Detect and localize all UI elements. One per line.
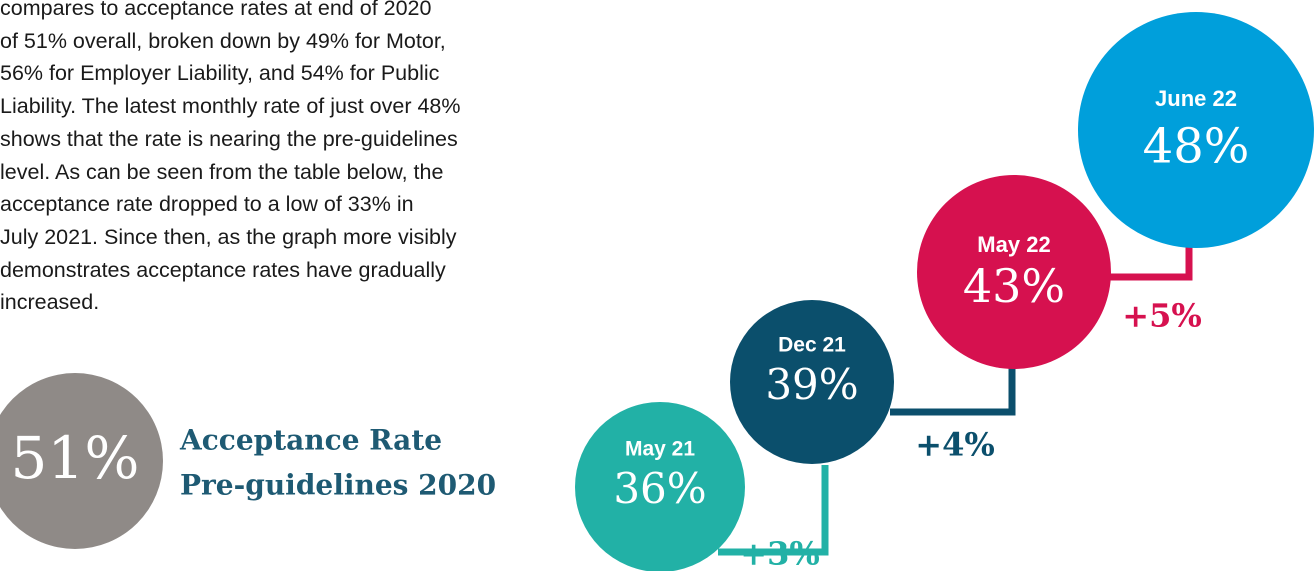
bubble-period: Dec 21 bbox=[778, 334, 846, 357]
bubble-period: June 22 bbox=[1155, 86, 1237, 111]
text-line: of 51% overall, broken down by 49% for M… bbox=[0, 28, 446, 53]
bubble-period: May 22 bbox=[977, 232, 1050, 257]
text-line: acceptance rate dropped to a low of 33% … bbox=[0, 192, 414, 217]
bubble bbox=[1078, 12, 1314, 248]
increment: +5% bbox=[1122, 297, 1201, 335]
increment: +4% bbox=[915, 426, 994, 464]
baseline-circle bbox=[0, 373, 163, 549]
text-line: shows that the rate is nearing the pre-g… bbox=[0, 126, 458, 151]
baseline-value: 51% bbox=[11, 424, 140, 492]
bubble-rate: 43% bbox=[963, 259, 1065, 313]
bubble bbox=[917, 175, 1111, 369]
bubble bbox=[575, 402, 745, 571]
bubble bbox=[730, 300, 894, 464]
text-line: compares to acceptance rates at end of 2… bbox=[0, 0, 432, 20]
baseline-label: Pre-guidelines 2020 bbox=[180, 469, 496, 502]
text-line: increased. bbox=[0, 290, 100, 315]
text-line: level. As can be seen from the table bel… bbox=[0, 159, 444, 184]
text-line: Liability. The latest monthly rate of ju… bbox=[0, 94, 461, 119]
baseline-label: Acceptance Rate bbox=[179, 424, 442, 457]
increment: +3% bbox=[740, 535, 819, 571]
bubble-period: May 21 bbox=[625, 438, 695, 461]
connector bbox=[718, 465, 829, 556]
paragraph: compares to acceptance rates at end of 2… bbox=[0, 0, 461, 319]
bubble-rate: 39% bbox=[765, 360, 858, 409]
text-line: 56% for Employer Liability, and 54% for … bbox=[0, 61, 440, 86]
bubble-rate: 48% bbox=[1143, 119, 1250, 175]
text-line: July 2021. Since then, as the graph more… bbox=[0, 224, 457, 249]
connector bbox=[890, 365, 1016, 416]
bubble-rate: 36% bbox=[613, 464, 706, 513]
connector bbox=[1106, 240, 1193, 281]
text-line: demonstrates acceptance rates have gradu… bbox=[0, 257, 446, 282]
